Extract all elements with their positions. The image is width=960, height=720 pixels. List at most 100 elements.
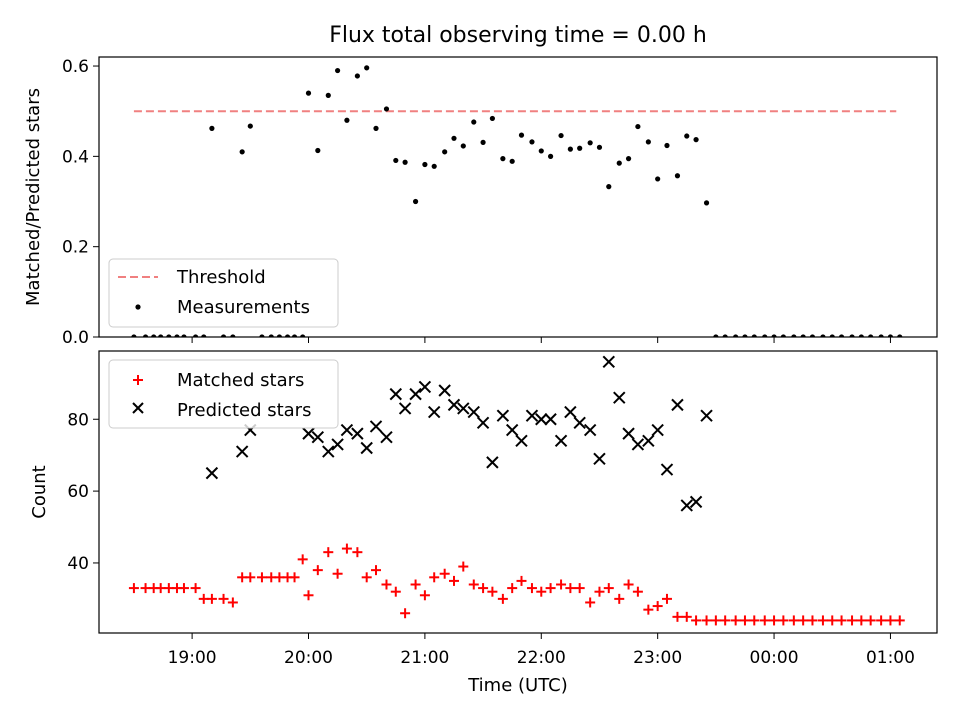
matched-star-point <box>574 583 585 594</box>
matched-star-point <box>487 586 498 597</box>
measurement-point <box>334 67 341 74</box>
predicted-star-point <box>205 466 219 480</box>
matched-star-point <box>536 586 547 597</box>
predicted-star-point <box>447 398 461 412</box>
matched-star-point <box>847 615 858 626</box>
legend-predicted-marker <box>132 402 144 414</box>
predicted-star-point <box>380 431 393 444</box>
bottom-x-tick-label: 21:00 <box>400 648 449 668</box>
bottom-x-tick-label: 00:00 <box>750 648 799 668</box>
measurement-point <box>451 135 457 141</box>
measurement-point <box>402 159 408 165</box>
x-axis-label: Time (UTC) <box>467 675 568 696</box>
matched-star-point <box>245 572 256 583</box>
measurement-point <box>393 157 399 164</box>
measurement-point <box>291 334 298 337</box>
measurement-point <box>247 123 253 129</box>
legend-matched-marker <box>133 375 143 385</box>
measurement-point <box>751 334 757 337</box>
predicted-star-point <box>593 452 606 465</box>
measurement-point <box>664 142 670 149</box>
measurement-point <box>558 132 564 139</box>
figure-title: Flux total observing time = 0.00 h <box>329 23 707 48</box>
bottom-x-tick-label: 20:00 <box>284 648 333 668</box>
predicted-star-point <box>564 405 577 419</box>
matched-star-point <box>623 579 634 590</box>
measurement-point <box>201 334 207 337</box>
legend-predicted-label: Predicted stars <box>177 400 311 421</box>
matched-star-point <box>652 601 663 612</box>
matched-star-point <box>865 615 876 626</box>
top-marks <box>131 65 903 337</box>
measurement-point <box>809 334 816 337</box>
measurement-point <box>383 106 390 112</box>
measurement-point <box>713 334 719 337</box>
measurement-point <box>230 334 236 337</box>
measurement-point <box>684 133 690 139</box>
measurement-point <box>547 153 554 159</box>
measurement-point <box>422 161 428 168</box>
matched-star-point <box>720 615 731 626</box>
legend-measurements-marker <box>135 304 141 310</box>
matched-star-point <box>876 615 887 626</box>
measurement-point <box>518 132 525 138</box>
measurement-point <box>500 156 506 162</box>
measurement-point <box>897 334 903 337</box>
top-y-tick-label: 0.4 <box>62 147 89 167</box>
measurement-point <box>276 334 283 337</box>
matched-star-point <box>497 593 508 604</box>
measurement-point <box>616 160 622 166</box>
matched-star-point <box>312 565 323 576</box>
matched-star-point <box>381 579 392 590</box>
matched-star-point <box>190 583 201 594</box>
matched-star-point <box>643 604 654 615</box>
measurement-point <box>655 176 661 182</box>
bottom-plot: 40 60 80 19:00 20:00 21:00 22:00 23:00 00:00 01:0… <box>67 350 938 668</box>
measurement-point <box>344 117 350 123</box>
matched-star-point <box>439 568 450 579</box>
measurement-point <box>158 334 164 337</box>
measurement-point <box>193 334 199 337</box>
matched-star-point <box>303 590 314 601</box>
measurement-point <box>596 144 603 150</box>
matched-star-point <box>390 586 401 597</box>
measurement-point <box>268 334 274 337</box>
matched-star-point <box>885 615 896 626</box>
top-y-tick-label: 0.2 <box>62 238 89 258</box>
measurement-point <box>181 334 187 337</box>
measurement-point <box>305 90 312 96</box>
predicted-star-point <box>505 423 519 437</box>
matched-star-point <box>749 615 760 626</box>
matched-star-point <box>352 547 363 558</box>
matched-star-point <box>468 579 479 590</box>
bottom-legend-box <box>108 359 339 429</box>
predicted-star-point <box>613 391 626 404</box>
matched-star-point <box>778 615 789 626</box>
predicted-star-point <box>700 409 713 422</box>
predicted-star-point <box>409 387 422 401</box>
matched-star-point <box>701 615 712 626</box>
measurement-point <box>606 184 612 190</box>
matched-star-point <box>827 615 838 626</box>
predicted-star-point <box>602 355 615 368</box>
measurement-point <box>625 156 632 162</box>
bottom-y-tick-label: 80 <box>67 410 89 430</box>
matched-star-point <box>178 583 189 594</box>
measurement-point <box>300 334 306 337</box>
matched-star-point <box>710 615 721 626</box>
matched-star-point <box>256 572 267 583</box>
matched-star-point <box>894 615 905 626</box>
predicted-star-point <box>389 387 402 401</box>
measurement-point <box>567 146 573 152</box>
predicted-star-point <box>486 456 499 469</box>
predicted-star-point <box>680 499 693 512</box>
matched-star-point <box>681 611 692 622</box>
matched-star-point <box>400 608 411 619</box>
measurement-point <box>645 139 651 145</box>
predicted-star-point <box>322 445 335 458</box>
measurement-point <box>209 125 215 131</box>
predicted-star-point <box>496 409 510 422</box>
measurement-point <box>131 334 137 337</box>
measurement-point <box>838 334 845 337</box>
